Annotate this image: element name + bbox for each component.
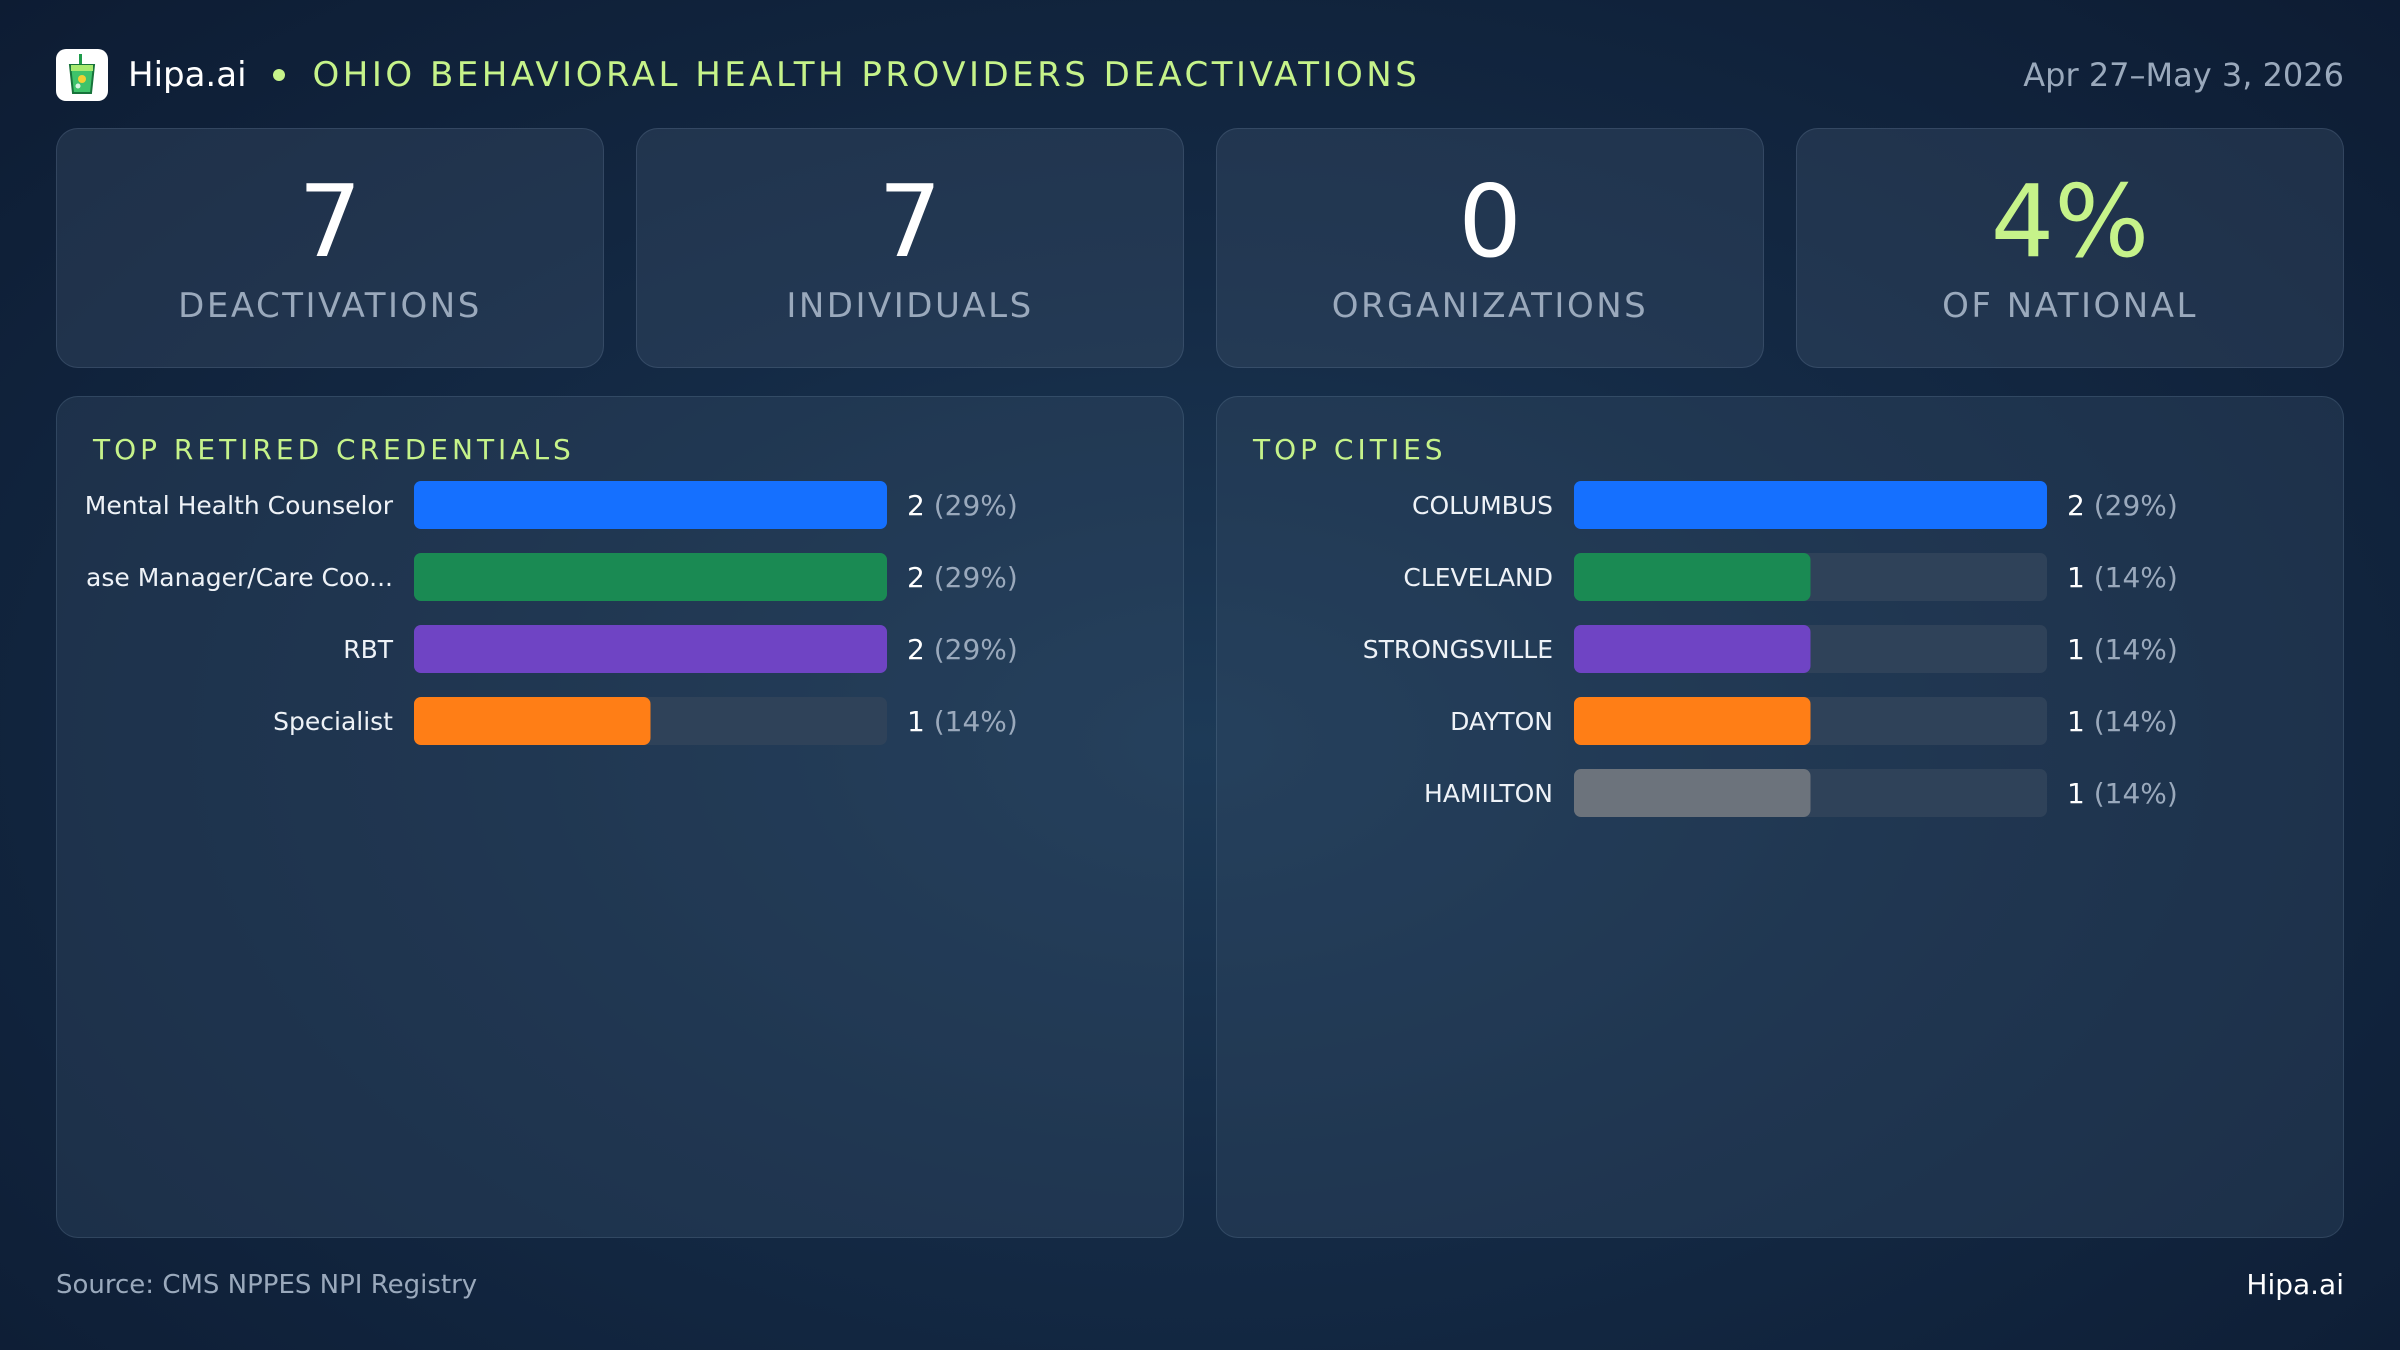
panel-title: TOP CITIES bbox=[1253, 433, 1447, 466]
bar-label: RBT bbox=[343, 635, 394, 664]
page-title: OHIO BEHAVIORAL HEALTH PROVIDERS DEACTIV… bbox=[312, 55, 1421, 95]
stat-label: INDIVIDUALS bbox=[786, 286, 1034, 326]
bar bbox=[1574, 697, 1811, 745]
stat-card-organizations: 0 ORGANIZATIONS bbox=[1216, 128, 1764, 368]
stat-label: DEACTIVATIONS bbox=[178, 286, 482, 326]
footer-brand: Hipa.ai bbox=[2246, 1268, 2344, 1301]
bar-label: HAMILTON bbox=[1424, 779, 1553, 808]
bar bbox=[1574, 625, 1811, 673]
stat-card-of-national: 4% OF NATIONAL bbox=[1796, 128, 2344, 368]
bar-value-label: 2 (29%) bbox=[907, 561, 1018, 594]
stat-value: 7 bbox=[878, 163, 942, 280]
stat-value: 0 bbox=[1458, 163, 1522, 280]
bar-value-label: 2 (29%) bbox=[907, 489, 1018, 522]
bar bbox=[414, 697, 651, 745]
credentials-panel: TOP RETIRED CREDENTIALS Mental Health Co… bbox=[56, 396, 1184, 1238]
bar-label: STRONGSVILLE bbox=[1363, 635, 1553, 664]
bar-value-label: 1 (14%) bbox=[2067, 633, 2178, 666]
bar-value-label: 1 (14%) bbox=[907, 705, 1018, 738]
stat-value: 4% bbox=[1990, 163, 2150, 280]
bar-value-label: 1 (14%) bbox=[2067, 777, 2178, 810]
brand-name: Hipa.ai bbox=[128, 55, 247, 95]
source-note: Source: CMS NPPES NPI Registry bbox=[56, 1270, 478, 1300]
bar bbox=[1574, 553, 1811, 601]
cities-bar-chart: COLUMBUS 2 (29%) CLEVELAND 1 (14%) STRONGSVI… bbox=[1363, 481, 2178, 817]
stat-label: ORGANIZATIONS bbox=[1331, 286, 1649, 326]
bar-label: ase Manager/Care Coo... bbox=[86, 563, 393, 592]
stat-label: OF NATIONAL bbox=[1942, 286, 2198, 326]
stat-card-individuals: 7 INDIVIDUALS bbox=[636, 128, 1184, 368]
bar-label: Specialist bbox=[273, 707, 393, 736]
bar-label: Mental Health Counselor bbox=[85, 491, 394, 520]
header: Hipa.ai OHIO BEHAVIORAL HEALTH PROVIDERS… bbox=[56, 48, 2344, 102]
stats-row: 7 DEACTIVATIONS 7 INDIVIDUALS 0 ORGANIZA… bbox=[56, 128, 2344, 368]
bar bbox=[1574, 769, 1811, 817]
panel-title: TOP RETIRED CREDENTIALS bbox=[93, 433, 575, 466]
bar-value-label: 2 (29%) bbox=[907, 633, 1018, 666]
bar bbox=[414, 481, 887, 529]
bar bbox=[414, 625, 887, 673]
bar-label: COLUMBUS bbox=[1412, 491, 1553, 520]
stat-card-deactivations: 7 DEACTIVATIONS bbox=[56, 128, 604, 368]
bar-value-label: 2 (29%) bbox=[2067, 489, 2178, 522]
separator-dot bbox=[272, 69, 285, 81]
bar bbox=[1574, 481, 2047, 529]
drink-cup-icon bbox=[56, 49, 108, 101]
credentials-bar-chart: Mental Health Counselor 2 (29%) ase Manage… bbox=[85, 481, 1018, 745]
bar bbox=[414, 553, 887, 601]
bar-value-label: 1 (14%) bbox=[2067, 561, 2178, 594]
date-range: Apr 27–May 3, 2026 bbox=[2023, 56, 2344, 94]
bar-label: DAYTON bbox=[1450, 707, 1553, 736]
bar-label: CLEVELAND bbox=[1403, 563, 1553, 592]
bar-value-label: 1 (14%) bbox=[2067, 705, 2178, 738]
stat-value: 7 bbox=[298, 163, 362, 280]
cities-panel: TOP CITIES COLUMBUS 2 (29%) CLEVELAND 1 (14… bbox=[1216, 396, 2344, 1238]
